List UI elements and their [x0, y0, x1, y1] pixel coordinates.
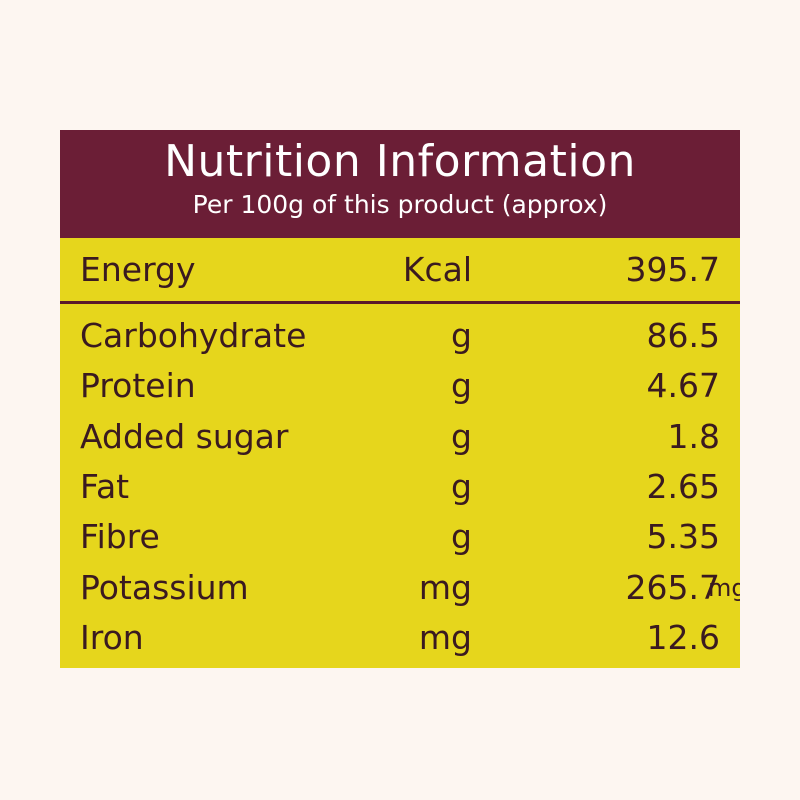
nutrient-name: Potassium	[80, 568, 249, 607]
nutrient-value: 265.7	[625, 568, 720, 607]
nutrient-unit: g	[451, 467, 472, 506]
nutrient-name: Fat	[80, 467, 130, 506]
nutrient-row: Fibre g 5.35	[60, 513, 740, 561]
nutrient-name: Energy	[80, 250, 196, 289]
nutrient-value: 1.8	[667, 417, 720, 456]
nutrient-value: 86.5	[646, 316, 720, 355]
nutrient-row: Potassium mg 265.7 mg	[60, 564, 740, 612]
label-header: Nutrition Information Per 100g of this p…	[60, 130, 740, 238]
nutrient-row: Protein g 4.67	[60, 362, 740, 410]
nutrient-unit: g	[451, 316, 472, 355]
nutrient-row: Fat g 2.65	[60, 463, 740, 511]
nutrient-row: Carbohydrate g 86.5	[60, 312, 740, 360]
nutrient-row: Energy Kcal 395.7	[60, 246, 740, 294]
nutrient-value: 395.7	[625, 250, 720, 289]
nutrient-name: Added sugar	[80, 417, 289, 456]
nutrient-unit: Kcal	[402, 250, 472, 289]
nutrient-unit: mg	[418, 618, 472, 657]
nutrient-name: Protein	[80, 366, 196, 405]
nutrient-unit: mg	[418, 568, 472, 607]
nutrient-value: 2.65	[646, 467, 720, 506]
nutrient-name: Fibre	[80, 517, 160, 556]
divider	[60, 301, 740, 304]
nutrition-label: Nutrition Information Per 100g of this p…	[60, 130, 740, 668]
nutrient-row: Added sugar g 1.8	[60, 413, 740, 461]
nutrient-row: Iron mg 12.6	[60, 614, 740, 662]
nutrient-unit: g	[451, 517, 472, 556]
nutrient-value: 12.6	[646, 618, 720, 657]
nutrient-value: 4.67	[646, 366, 720, 405]
title: Nutrition Information	[164, 136, 636, 187]
nutrient-name: Iron	[80, 618, 144, 657]
nutrient-unit: g	[451, 366, 472, 405]
nutrient-value: 5.35	[646, 517, 720, 556]
nutrient-unit: g	[451, 417, 472, 456]
value-suffix: mg	[708, 574, 740, 602]
subtitle: Per 100g of this product (approx)	[192, 190, 608, 219]
nutrient-name: Carbohydrate	[80, 316, 307, 355]
